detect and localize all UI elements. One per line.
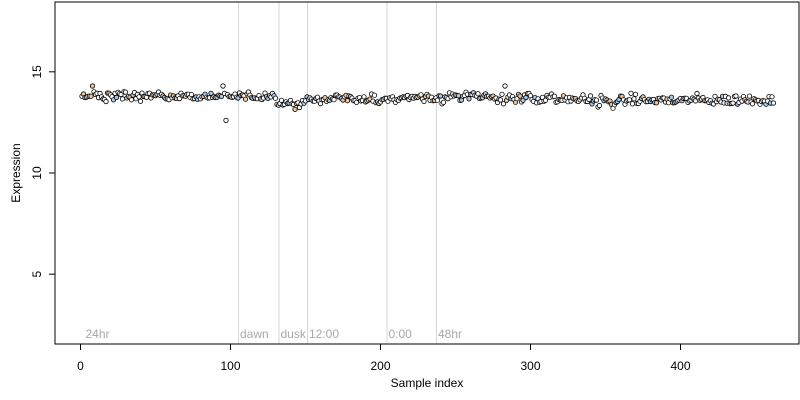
data-point [593,97,600,103]
data-point [188,92,195,98]
data-point [769,94,775,100]
region-lines [238,2,437,344]
data-point [542,97,549,103]
data-point [434,97,441,103]
data-point [113,94,120,101]
data-point [88,93,94,99]
data-point [220,83,226,89]
data-point [733,93,739,99]
data-point [455,93,462,99]
data-point [440,99,447,105]
region-labels: 24hr dawn dusk 12:00 0:00 48hr [86,327,463,341]
data-point [418,92,424,98]
region-label: 48hr [438,327,462,341]
region-label: dawn [240,327,269,341]
x-tick-label: 200 [370,359,390,373]
y-tick-label: 10 [30,166,44,180]
data-point [632,91,639,97]
data-point [223,117,229,124]
data-point [421,98,427,105]
x-tick-label: 0 [77,359,84,373]
data-point [278,97,285,103]
data-point [103,98,109,105]
data-point [629,101,636,107]
data-point [551,93,558,99]
data-point [712,93,718,99]
region-label: dusk [281,327,307,341]
x-tick-label: 300 [520,359,540,373]
data-point [653,100,660,106]
y-tick-label: 15 [30,65,44,79]
data-point [631,96,637,102]
data-points [79,83,777,124]
data-point [128,97,135,103]
x-tick-label: 400 [670,359,690,373]
data-point [499,91,505,97]
data-point [242,96,249,102]
y-axis-label: Expression [9,143,23,202]
data-point [502,83,508,89]
x-axis: 0 100 200 300 400 [77,343,691,373]
data-point [466,96,472,102]
data-point [725,95,732,101]
y-tick-label: 5 [30,271,44,278]
data-point [292,106,298,112]
data-point [628,90,634,96]
data-point [770,100,777,106]
data-point [475,91,481,97]
data-point [371,92,378,98]
data-point [587,93,594,99]
data-point [497,97,504,103]
x-axis-label: Sample index [391,376,464,390]
data-point [694,90,700,97]
data-point [626,97,633,103]
data-point [272,95,279,101]
data-point [500,101,507,107]
data-point [668,94,675,100]
data-point [119,96,126,102]
data-point [596,102,603,109]
data-point [136,94,142,100]
region-label: 0:00 [389,327,413,341]
data-point [122,89,129,95]
data-point [89,83,96,89]
data-point [517,93,523,99]
data-point [730,100,736,106]
y-axis: 5 10 15 [30,65,56,278]
data-point [137,98,144,104]
data-point [746,93,753,99]
data-point [361,94,367,100]
plot-frame [54,1,800,345]
data-point [344,98,351,104]
data-point [749,101,756,107]
x-tick-label: 100 [220,359,240,373]
region-label: 24hr [86,327,110,341]
data-point [437,93,444,99]
data-point [331,97,337,103]
region-label: 12:00 [309,327,339,341]
data-point [218,93,225,100]
